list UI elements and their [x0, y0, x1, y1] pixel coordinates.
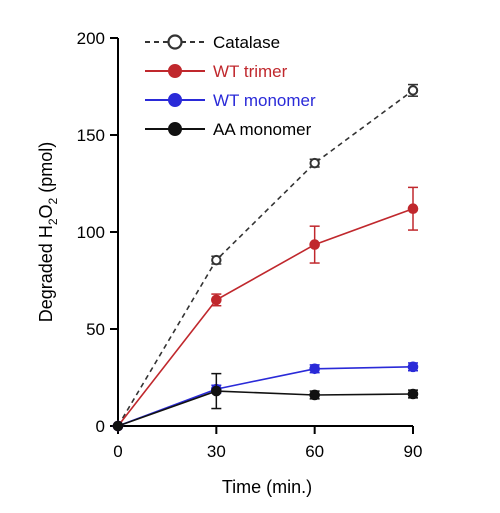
data-point [112, 420, 124, 432]
y-tick-label: 50 [86, 320, 105, 339]
legend-marker [168, 64, 182, 78]
legend-label: AA monomer [213, 120, 312, 139]
x-tick-label: 0 [113, 442, 122, 461]
data-point [407, 203, 419, 215]
x-tick-label: 90 [404, 442, 423, 461]
legend: Catalase WT trimer WT monomer AA monomer [145, 33, 316, 139]
data-point [309, 239, 320, 250]
data-point [211, 294, 222, 306]
data-point [309, 157, 320, 169]
legend-label: WT trimer [213, 62, 288, 81]
y-tick-label: 0 [96, 417, 105, 436]
y-tick-label: 150 [77, 126, 105, 145]
x-tick-label: 30 [207, 442, 226, 461]
y-tick-label: 200 [77, 29, 105, 48]
y-axis-title-sub1: 2 [46, 218, 60, 225]
legend-label: WT monomer [213, 91, 316, 110]
x-axis-title: Time (min.) [222, 477, 312, 497]
series-line-catalase [117, 89, 414, 427]
data-point [211, 254, 222, 266]
y-axis-title-prefix: Degraded H [36, 225, 56, 322]
legend-marker [168, 122, 182, 136]
legend-item-wt-trimer: WT trimer [145, 62, 288, 81]
legend-item-aa-monomer: AA monomer [145, 120, 312, 139]
series-line-wt-monomer [117, 366, 414, 427]
axes: 0 50 100 150 200 0 30 60 90 [77, 29, 423, 461]
series-aa-monomer [112, 372, 419, 432]
legend-item-catalase: Catalase [145, 33, 280, 52]
legend-item-wt-monomer: WT monomer [145, 91, 316, 110]
y-axis-title-sub2: 2 [46, 197, 60, 204]
y-tick-label: 100 [77, 223, 105, 242]
data-point [407, 388, 419, 400]
data-point [309, 363, 320, 375]
y-axis-title-mid: O [36, 204, 56, 218]
data-point [211, 385, 222, 397]
data-point [407, 361, 419, 373]
series-line-wt-trimer [117, 207, 414, 427]
series-line-aa-monomer [117, 390, 414, 427]
legend-marker [167, 34, 183, 50]
x-tick-label: 60 [305, 442, 324, 461]
data-point [309, 389, 320, 401]
series-layer [112, 83, 419, 432]
legend-label: Catalase [213, 33, 280, 52]
legend-marker [168, 93, 182, 107]
data-point [407, 85, 419, 96]
y-axis-title: Degraded H2O2 (pmol) [36, 142, 60, 322]
y-axis-title-suffix: (pmol) [36, 142, 56, 198]
